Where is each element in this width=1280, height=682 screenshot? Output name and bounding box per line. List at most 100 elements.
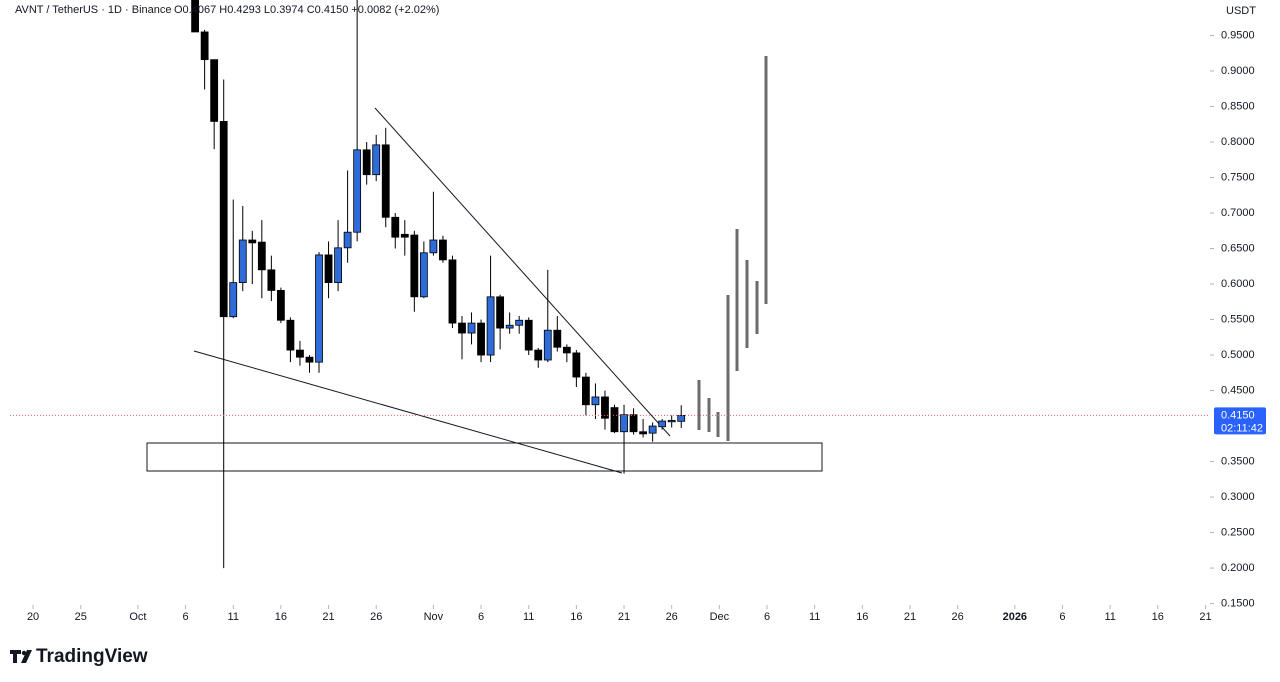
x-tick-label: 21 [322, 611, 334, 623]
y-tick-label: 0.2500 [1221, 526, 1255, 538]
candle-body [648, 425, 657, 434]
candle-body [477, 322, 485, 356]
candle-body [591, 396, 600, 406]
candle-body [629, 414, 638, 433]
y-tick-label: 0.6000 [1221, 278, 1255, 290]
logo-mark [21, 650, 27, 656]
candle-body [515, 319, 524, 326]
candle-body [381, 144, 390, 218]
x-tick-label: 25 [75, 611, 87, 623]
logo-mark [10, 650, 21, 663]
x-tick-label: 16 [570, 611, 582, 623]
x-tick-label: 6 [764, 611, 770, 623]
candle-body [219, 121, 228, 318]
candle-body [334, 247, 342, 284]
candle-body [543, 329, 552, 361]
y-tick-label: 0.1500 [1221, 597, 1255, 609]
x-tick-label: 21 [1199, 611, 1211, 623]
ohlc-readout: O0.4067 H0.4293 L0.3974 C0.4150 +0.0082 … [174, 4, 439, 16]
x-tick-label: 6 [1059, 611, 1065, 623]
candle-body [419, 252, 428, 298]
y-tick-label: 0.2000 [1221, 562, 1255, 574]
candle-body [620, 414, 628, 433]
y-tick-label: 0.4500 [1221, 384, 1255, 396]
x-tick-label: Oct [129, 611, 146, 623]
candle-body [353, 149, 362, 233]
logo-mark [21, 650, 32, 663]
candle-body [191, 0, 200, 33]
candle-body [229, 282, 238, 318]
y-tick-label: 0.7000 [1221, 207, 1255, 219]
candle-body [582, 376, 590, 406]
chart-title: AVNT / TetherUS · 1D · Binance [15, 4, 172, 16]
candle-body [610, 407, 619, 433]
y-tick-label: 0.5000 [1221, 349, 1255, 361]
countdown: 02:11:42 [1221, 422, 1263, 434]
x-tick-label: 16 [275, 611, 287, 623]
x-tick-label: 16 [856, 611, 868, 623]
candle-body [677, 415, 686, 422]
y-tick-label: 0.7500 [1221, 171, 1255, 183]
candle-body [505, 324, 514, 329]
candle-body [486, 296, 495, 356]
candle-body [524, 319, 533, 351]
candle-body [391, 216, 400, 238]
candle-body [572, 352, 581, 378]
y-tick-label: 0.6500 [1221, 242, 1255, 254]
candle-body [639, 431, 647, 435]
candle-body [248, 239, 257, 244]
candle-body [267, 269, 276, 291]
support-box [146, 442, 823, 472]
candle-body [324, 254, 333, 284]
y-axis-label: USDT [1226, 5, 1256, 17]
candle-body [305, 356, 314, 363]
x-tick-label: 2026 [1003, 611, 1027, 623]
candle-body [200, 31, 209, 61]
candle-body [562, 346, 571, 354]
candle-body [372, 144, 381, 176]
price-tag [1214, 407, 1266, 435]
x-tick-label: Dec [710, 611, 730, 623]
x-tick-label: 11 [1104, 611, 1115, 623]
candle-body [658, 420, 667, 428]
candle-body [276, 290, 285, 321]
x-tick-label: 21 [904, 611, 916, 623]
y-tick-label: 0.9000 [1221, 65, 1255, 77]
candle-body [210, 59, 219, 122]
candle-body [601, 396, 609, 419]
candle-body [553, 329, 562, 348]
x-tick-label: 20 [27, 611, 39, 623]
candle-body [496, 296, 505, 329]
drawings [146, 56, 823, 474]
y-tick-label: 0.8500 [1221, 100, 1255, 112]
candle-body [467, 322, 476, 334]
x-tick-label: 6 [478, 611, 484, 623]
candle-body [439, 239, 447, 261]
candle-body [257, 241, 266, 271]
y-tick-label: 0.9500 [1221, 29, 1255, 41]
x-tick-label: 21 [618, 611, 630, 623]
trend-line [193, 350, 623, 474]
candle-body [286, 319, 295, 351]
projection-bars [697, 56, 768, 441]
y-tick-label: 0.5500 [1221, 313, 1255, 325]
y-tick-label: 0.3500 [1221, 455, 1255, 467]
candle-body [400, 233, 409, 238]
candle-body [429, 239, 438, 254]
x-tick-label: 26 [952, 611, 964, 623]
candle-body [296, 349, 304, 358]
x-tick-label: 11 [809, 611, 820, 623]
candle-body [534, 349, 543, 361]
candle-body [410, 234, 419, 298]
x-tick-label: 26 [370, 611, 382, 623]
x-tick-label: 11 [228, 611, 239, 623]
candle-body [448, 259, 457, 324]
x-tick-label: Nov [424, 611, 444, 623]
x-tick-label: 16 [1152, 611, 1164, 623]
x-tick-label: 26 [666, 611, 678, 623]
candle-body [238, 239, 247, 284]
brand-logo [10, 650, 32, 663]
y-tick-label: 0.8000 [1221, 136, 1255, 148]
price-tag-label: 0.4150 [1221, 409, 1255, 421]
